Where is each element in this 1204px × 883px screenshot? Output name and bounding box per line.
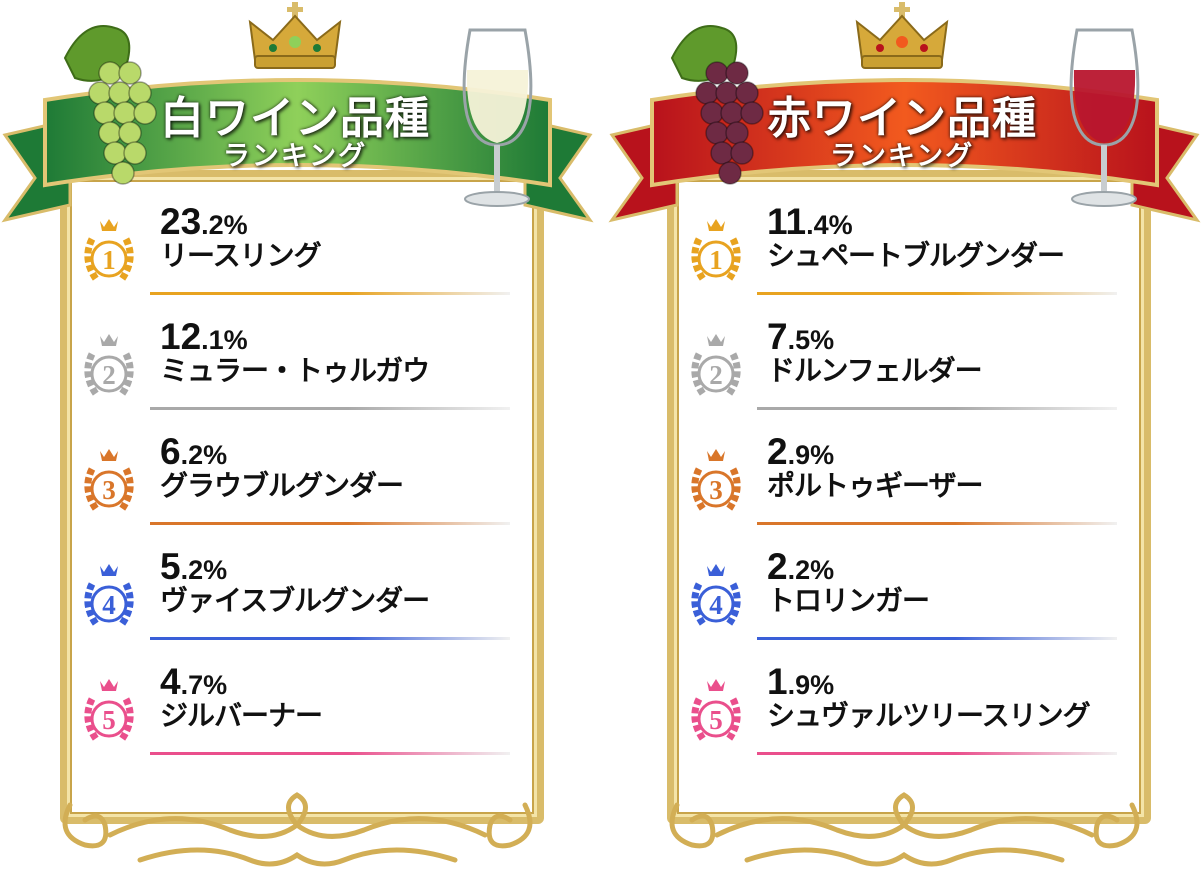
rank-number: 2 xyxy=(709,360,723,390)
ranking-entry: 4 5.2% ヴァイスブルグンダー xyxy=(78,548,518,650)
share-percentage: 7.5% xyxy=(767,318,834,355)
percentage-integer: 2 xyxy=(767,546,788,587)
laurel-medal-icon: 2 xyxy=(691,334,741,397)
wine-glass-icon xyxy=(462,28,533,207)
percentage-integer: 4 xyxy=(160,661,181,702)
rank-number: 4 xyxy=(102,590,116,620)
share-percentage: 4.7% xyxy=(160,663,227,700)
grapes-icon xyxy=(63,25,157,185)
entry-underline xyxy=(150,522,510,525)
percentage-decimal: .1% xyxy=(201,325,248,355)
white-wine-panel: 白ワイン品種 ランキング 1 23.2% リースリング 2 12.1% ミュラー・トゥルガウ 3… xyxy=(0,0,595,883)
share-percentage: 6.2% xyxy=(160,433,227,470)
grape-variety-name: ジルバーナー xyxy=(160,699,323,732)
entry-underline xyxy=(757,522,1117,525)
panel-title: 白ワイン品種 xyxy=(160,93,430,144)
entry-underline xyxy=(150,637,510,640)
percentage-decimal: .2% xyxy=(180,440,228,470)
laurel-medal-icon: 1 xyxy=(691,219,741,282)
ranking-entry: 3 6.2% グラウブルグンダー xyxy=(78,433,518,535)
rank-number: 2 xyxy=(102,360,116,390)
ranking-entry: 1 23.2% リースリング xyxy=(78,203,518,305)
percentage-integer: 1 xyxy=(767,661,788,702)
share-percentage: 1.9% xyxy=(767,663,834,700)
grape-variety-name: ドルンフェルダー xyxy=(767,354,983,387)
laurel-medal-icon: 3 xyxy=(691,449,741,512)
ranking-entry: 5 1.9% シュヴァルツリースリング xyxy=(685,663,1125,765)
laurel-medal-icon: 3 xyxy=(84,449,134,512)
grape-variety-name: シュペートブルグンダー xyxy=(767,239,1065,272)
title-ribbon xyxy=(1,78,594,223)
percentage-decimal: .2% xyxy=(787,555,835,585)
entry-underline xyxy=(757,752,1117,755)
laurel-medal-icon: 5 xyxy=(691,679,741,742)
rank-number: 1 xyxy=(709,245,723,275)
laurel-medal-icon: 4 xyxy=(84,564,134,627)
rank-number: 3 xyxy=(102,475,116,505)
crown-icon xyxy=(248,2,342,69)
grape-variety-name: シュヴァルツリースリング xyxy=(767,699,1091,732)
ranking-board xyxy=(60,170,544,824)
percentage-integer: 23 xyxy=(160,201,202,242)
grape-variety-name: ミュラー・トゥルガウ xyxy=(160,354,430,387)
rank-number: 5 xyxy=(102,705,116,735)
entry-underline xyxy=(757,407,1117,410)
panel-title: 赤ワイン品種 xyxy=(767,93,1037,144)
grape-variety-name: ヴァイスブルグンダー xyxy=(160,584,430,617)
percentage-integer: 12 xyxy=(160,316,202,357)
rank-number: 4 xyxy=(709,590,723,620)
percentage-decimal: .5% xyxy=(787,325,835,355)
percentage-integer: 6 xyxy=(160,431,181,472)
laurel-medal-icon: 5 xyxy=(84,679,134,742)
share-percentage: 11.4% xyxy=(767,203,853,240)
ranking-entry: 2 12.1% ミュラー・トゥルガウ xyxy=(78,318,518,420)
ranking-entry: 3 2.9% ポルトゥギーザー xyxy=(685,433,1125,535)
entry-underline xyxy=(150,292,510,295)
entry-underline xyxy=(757,292,1117,295)
percentage-integer: 7 xyxy=(767,316,788,357)
grape-variety-name: ポルトゥギーザー xyxy=(767,469,983,502)
ranking-entry: 5 4.7% ジルバーナー xyxy=(78,663,518,765)
gold-scroll-ornament xyxy=(669,792,1140,867)
grape-variety-name: リースリング xyxy=(160,239,322,272)
grape-variety-name: グラウブルグンダー xyxy=(160,469,404,502)
entry-underline xyxy=(150,752,510,755)
ranking-entry: 4 2.2% トロリンガー xyxy=(685,548,1125,650)
rank-number: 3 xyxy=(709,475,723,505)
share-percentage: 5.2% xyxy=(160,548,227,585)
panel-subtitle: ランキング xyxy=(222,141,368,172)
percentage-integer: 11 xyxy=(767,201,807,242)
share-percentage: 2.9% xyxy=(767,433,834,470)
wine-glass-icon xyxy=(1069,28,1140,207)
entry-underline xyxy=(150,407,510,410)
red-wine-panel: 赤ワイン品種 ランキング 1 11.4% シュペートブルグンダー 2 7.5% ドルンフェルダ… xyxy=(607,0,1202,883)
entry-underline xyxy=(757,637,1117,640)
rank-number: 5 xyxy=(709,705,723,735)
percentage-integer: 2 xyxy=(767,431,788,472)
percentage-decimal: .7% xyxy=(180,670,228,700)
gold-scroll-ornament xyxy=(62,792,533,867)
ranking-entry: 2 7.5% ドルンフェルダー xyxy=(685,318,1125,420)
ranking-board xyxy=(667,170,1151,824)
grapes-icon xyxy=(670,25,764,185)
percentage-decimal: .2% xyxy=(180,555,228,585)
percentage-decimal: .2% xyxy=(201,210,248,240)
laurel-medal-icon: 2 xyxy=(84,334,134,397)
share-percentage: 23.2% xyxy=(160,203,248,240)
percentage-decimal: .4% xyxy=(806,210,853,240)
percentage-decimal: .9% xyxy=(787,670,835,700)
share-percentage: 12.1% xyxy=(160,318,248,355)
ranking-entry: 1 11.4% シュペートブルグンダー xyxy=(685,203,1125,305)
laurel-medal-icon: 4 xyxy=(691,564,741,627)
crown-icon xyxy=(855,2,949,69)
grape-variety-name: トロリンガー xyxy=(767,584,930,617)
percentage-integer: 5 xyxy=(160,546,181,587)
laurel-medal-icon: 1 xyxy=(84,219,134,282)
title-ribbon xyxy=(608,78,1201,223)
rank-number: 1 xyxy=(102,245,116,275)
share-percentage: 2.2% xyxy=(767,548,834,585)
panel-subtitle: ランキング xyxy=(829,141,975,172)
percentage-decimal: .9% xyxy=(787,440,835,470)
